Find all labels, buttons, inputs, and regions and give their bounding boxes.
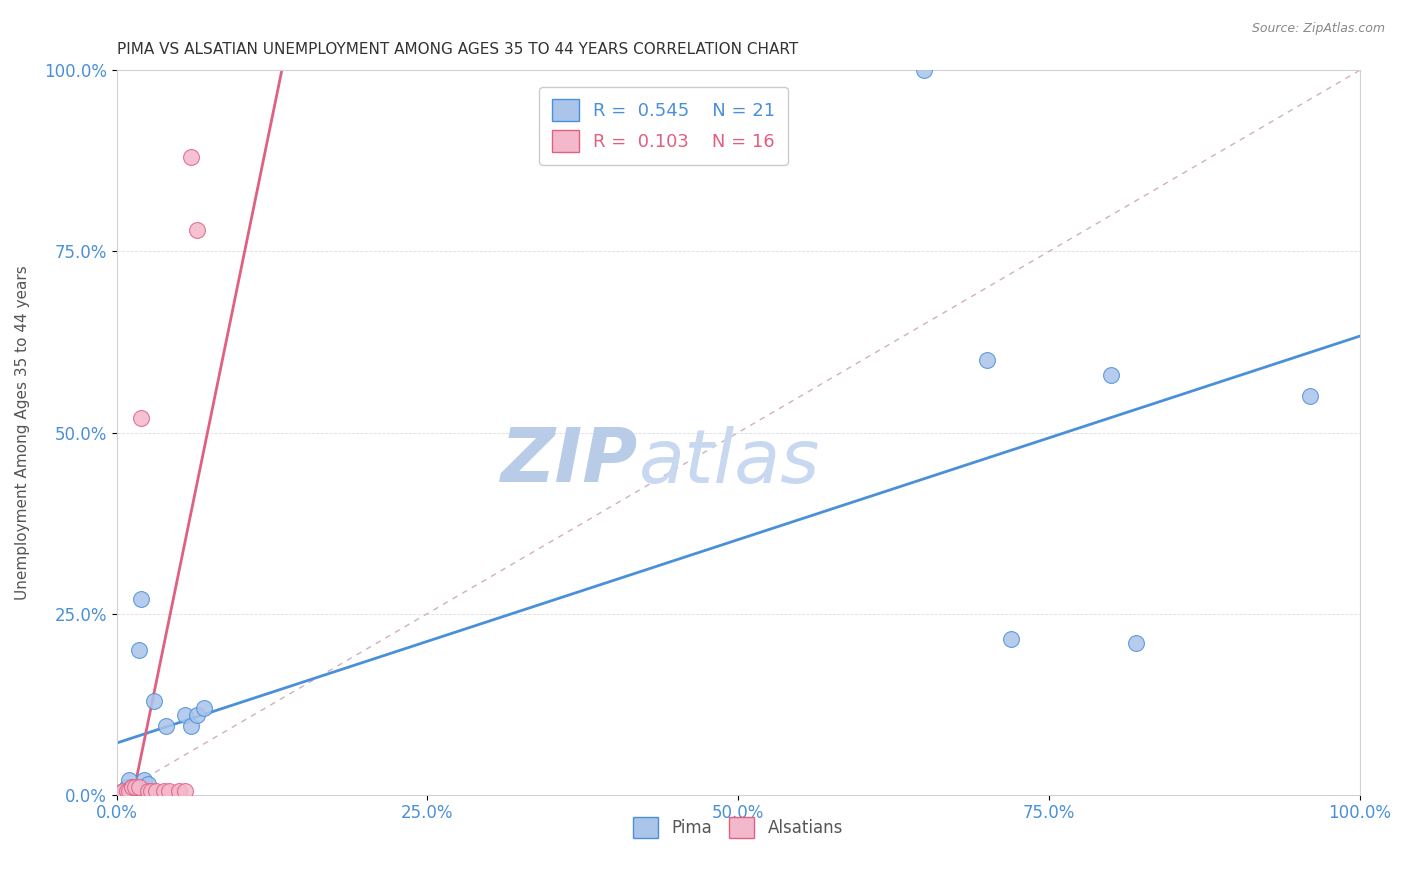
Y-axis label: Unemployment Among Ages 35 to 44 years: Unemployment Among Ages 35 to 44 years: [15, 265, 30, 600]
Point: [111, 784, 134, 798]
Point: [193, 700, 215, 714]
Point: [121, 780, 143, 795]
Point: [128, 780, 150, 795]
Point: [186, 223, 208, 237]
Text: atlas: atlas: [638, 425, 820, 498]
Point: [180, 719, 202, 733]
Point: [142, 693, 165, 707]
Point: [914, 63, 936, 78]
Text: Source: ZipAtlas.com: Source: ZipAtlas.com: [1251, 22, 1385, 36]
Point: [115, 780, 138, 795]
Point: [131, 592, 153, 607]
Point: [124, 788, 146, 802]
Legend: Pima, Alsatians: Pima, Alsatians: [627, 811, 849, 845]
Point: [1000, 632, 1022, 646]
Point: [157, 784, 180, 798]
Point: [174, 708, 197, 723]
Point: [118, 784, 141, 798]
Point: [180, 150, 202, 164]
Point: [121, 780, 143, 795]
Point: [1299, 389, 1322, 403]
Point: [118, 773, 141, 788]
Point: [111, 784, 134, 798]
Point: [167, 784, 190, 798]
Point: [186, 708, 208, 723]
Point: [128, 643, 150, 657]
Point: [141, 784, 163, 798]
Point: [136, 777, 159, 791]
Point: [136, 784, 159, 798]
Point: [1099, 368, 1122, 382]
Point: [1125, 635, 1147, 649]
Point: [131, 411, 153, 425]
Text: ZIP: ZIP: [502, 425, 638, 498]
Point: [153, 784, 176, 798]
Point: [124, 780, 146, 795]
Text: PIMA VS ALSATIAN UNEMPLOYMENT AMONG AGES 35 TO 44 YEARS CORRELATION CHART: PIMA VS ALSATIAN UNEMPLOYMENT AMONG AGES…: [117, 42, 797, 57]
Point: [174, 784, 197, 798]
Point: [155, 719, 177, 733]
Point: [132, 773, 155, 788]
Point: [976, 353, 998, 368]
Point: [115, 784, 138, 798]
Point: [145, 784, 167, 798]
